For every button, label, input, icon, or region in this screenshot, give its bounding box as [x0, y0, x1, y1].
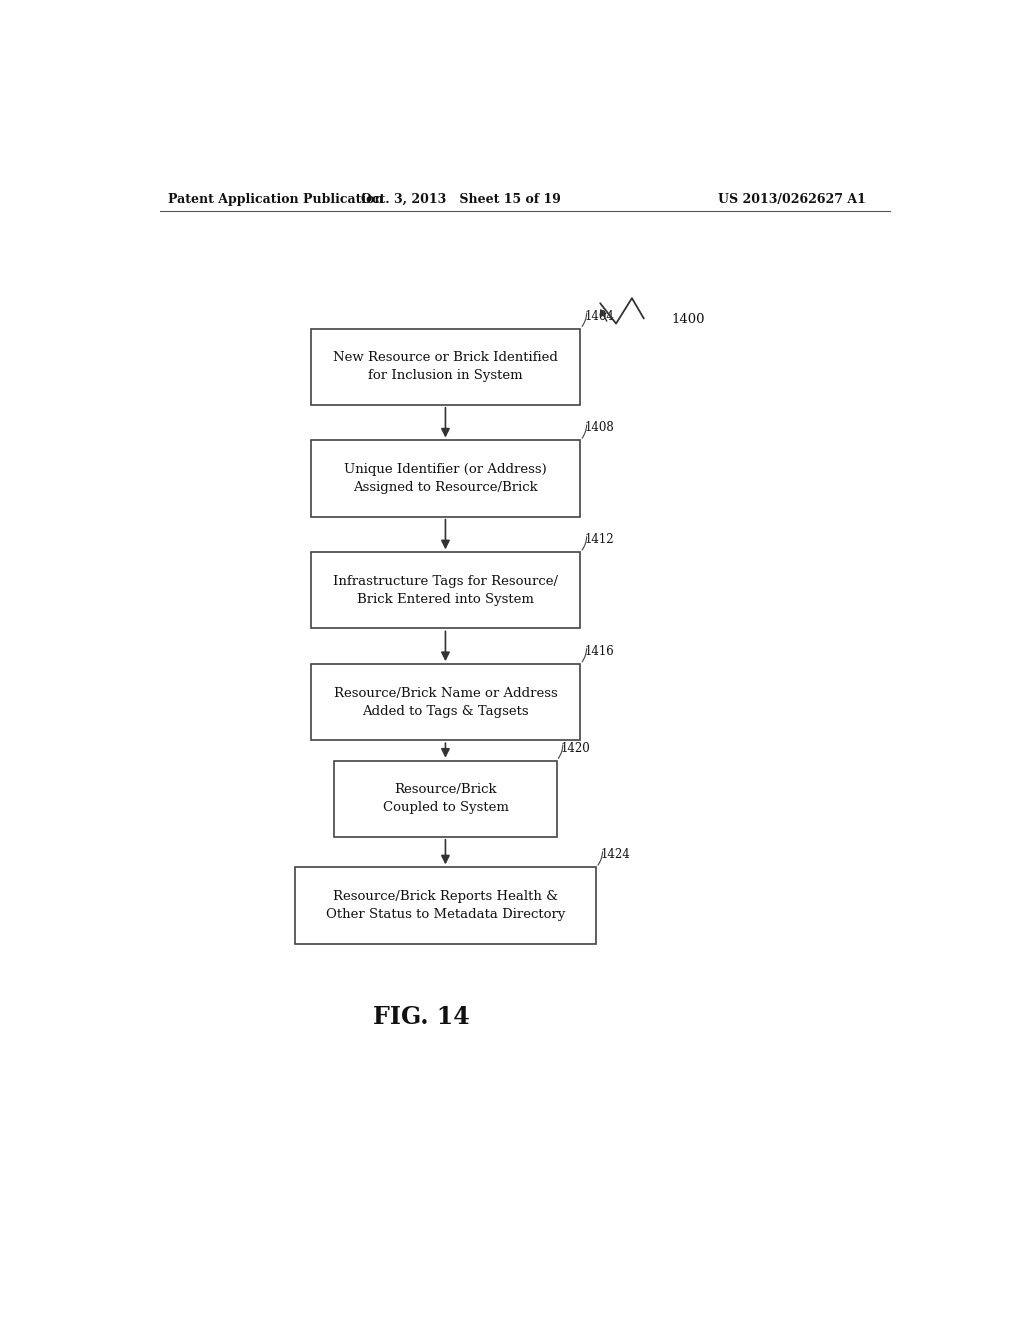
Text: Unique Identifier (or Address)
Assigned to Resource/Brick: Unique Identifier (or Address) Assigned … [344, 463, 547, 494]
Text: Resource/Brick Name or Address
Added to Tags & Tagsets: Resource/Brick Name or Address Added to … [334, 686, 557, 718]
Text: 1400: 1400 [672, 313, 706, 326]
Text: Infrastructure Tags for Resource/
Brick Entered into System: Infrastructure Tags for Resource/ Brick … [333, 576, 558, 606]
Text: 1416: 1416 [585, 645, 614, 657]
Text: Oct. 3, 2013   Sheet 15 of 19: Oct. 3, 2013 Sheet 15 of 19 [361, 193, 561, 206]
Text: 1420: 1420 [560, 742, 590, 755]
Text: 1408: 1408 [585, 421, 614, 434]
Text: 1424: 1424 [600, 849, 630, 861]
FancyBboxPatch shape [310, 329, 581, 405]
Text: Resource/Brick
Coupled to System: Resource/Brick Coupled to System [383, 783, 508, 814]
Text: New Resource or Brick Identified
for Inclusion in System: New Resource or Brick Identified for Inc… [333, 351, 558, 383]
FancyBboxPatch shape [334, 760, 557, 837]
Text: FIG. 14: FIG. 14 [374, 1006, 470, 1030]
Text: 1404: 1404 [585, 310, 614, 322]
Text: Patent Application Publication: Patent Application Publication [168, 193, 383, 206]
Text: Resource/Brick Reports Health &
Other Status to Metadata Directory: Resource/Brick Reports Health & Other St… [326, 890, 565, 921]
FancyBboxPatch shape [310, 441, 581, 516]
FancyBboxPatch shape [295, 867, 596, 944]
Text: 1412: 1412 [585, 533, 614, 546]
FancyBboxPatch shape [310, 664, 581, 741]
Text: US 2013/0262627 A1: US 2013/0262627 A1 [718, 193, 866, 206]
FancyBboxPatch shape [310, 552, 581, 628]
